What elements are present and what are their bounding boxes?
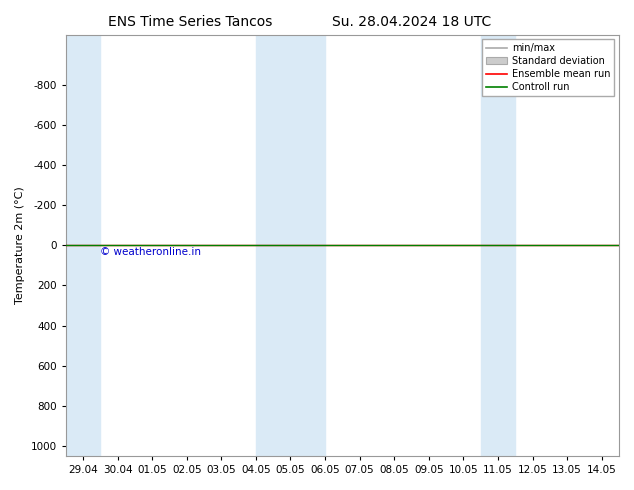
Y-axis label: Temperature 2m (°C): Temperature 2m (°C) [15,186,25,304]
Bar [481,35,515,456]
Text: © weatheronline.in: © weatheronline.in [100,247,201,257]
Bar [66,35,100,456]
Text: ENS Time Series Tancos: ENS Time Series Tancos [108,15,273,29]
Legend: min/max, Standard deviation, Ensemble mean run, Controll run: min/max, Standard deviation, Ensemble me… [482,40,614,96]
Bar [256,35,325,456]
Text: Su. 28.04.2024 18 UTC: Su. 28.04.2024 18 UTC [332,15,492,29]
